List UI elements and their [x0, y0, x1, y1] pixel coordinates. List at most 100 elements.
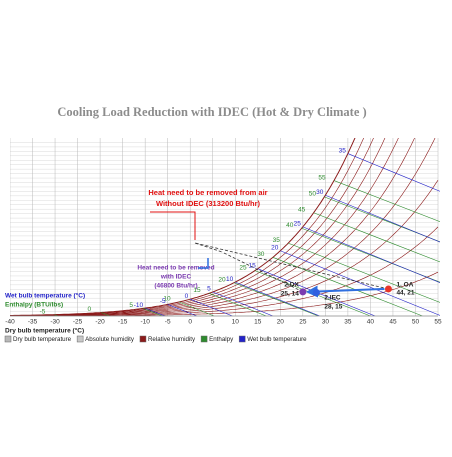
x-tick-label: -40	[5, 319, 15, 326]
legend-label: Absolute humidity	[85, 336, 135, 343]
wet-bulb-label: 25	[294, 221, 302, 228]
enthalpy-label: 20	[218, 276, 226, 283]
point-name: 1. OA	[396, 282, 413, 289]
x-tick-label: 30	[322, 319, 330, 326]
annotation-text: Heat need to be removed from air	[148, 188, 267, 197]
heat-guide	[221, 251, 304, 293]
legend-swatch	[139, 335, 147, 343]
legend-label: Dry bulb temperature	[13, 336, 72, 343]
process-point	[299, 288, 307, 296]
x-tick-label: 5	[211, 319, 215, 326]
x-tick-label: 35	[344, 319, 352, 326]
enthalpy-line	[272, 257, 423, 316]
point-label: 28, 15	[324, 303, 342, 310]
rh-curve	[10, 138, 386, 316]
wet-bulb-line	[212, 291, 274, 316]
x-tick-label: -10	[140, 319, 150, 326]
x-tick-label: 50	[412, 319, 420, 326]
annotation-text: (46800 Btu/hr)	[154, 283, 197, 290]
x-tick-label: -5	[165, 319, 171, 326]
enthalpy-label: 55	[318, 174, 326, 181]
rh-curve	[10, 138, 365, 316]
wet-bulb-line	[325, 194, 440, 243]
wet-bulb-line	[302, 226, 440, 283]
enthalpy-line	[178, 301, 215, 316]
point-name: 2.DX	[284, 282, 299, 289]
enthalpy-line	[233, 282, 319, 316]
enthalpy-label: 30	[257, 251, 265, 258]
enthalpy-label: 35	[273, 237, 281, 244]
x-axis-title: Dry bulb temperature (°C)	[5, 327, 84, 335]
legend-swatch	[200, 335, 208, 343]
x-tick-label: 20	[277, 319, 285, 326]
legend: Dry bulb temperature Absolute humidity Rel…	[4, 335, 307, 343]
wet-bulb-line	[145, 307, 166, 316]
wet-bulb-line	[235, 281, 320, 316]
process-arrow	[305, 285, 385, 298]
enthalpy-line	[208, 293, 267, 316]
wet-bulb-label: 30	[316, 189, 324, 196]
legend-label: Wet bulb temperature	[247, 336, 307, 343]
legend-label: Enthalpy	[209, 336, 234, 343]
wet-bulb-label: -10	[134, 302, 144, 309]
enthalpy-label: 0	[87, 306, 91, 313]
annotation-text: Without IDEC (313200 Btu/hr)	[156, 199, 261, 208]
enthalpy-label: 45	[298, 206, 306, 213]
rh-curve	[10, 138, 356, 316]
x-tick-label: 55	[434, 319, 442, 326]
enthalpy-line	[143, 308, 163, 316]
annotation-text: Heat need to be removed	[137, 265, 214, 272]
wet-bulb-label: 20	[271, 244, 279, 251]
x-tick-label: 45	[389, 319, 397, 326]
x-tick-label: -30	[50, 319, 60, 326]
legend-label: Relative humidity	[148, 336, 196, 343]
x-tick-label: 10	[232, 319, 240, 326]
legend-swatch	[238, 335, 246, 343]
enthalpy-line	[324, 196, 440, 243]
rh-curve	[10, 138, 399, 316]
enthalpy-line	[101, 312, 111, 316]
enthalpy-label: 40	[286, 222, 294, 229]
process-point	[312, 289, 320, 297]
enthalpy-line	[313, 212, 440, 263]
wet-bulb-line	[190, 298, 233, 316]
wet-bulb-label: 15	[249, 262, 257, 269]
enthalpy-line	[288, 242, 440, 303]
x-tick-label: -20	[95, 319, 105, 326]
x-tick-label: 40	[367, 319, 375, 326]
x-tick-label: 25	[299, 319, 307, 326]
wb-axis-label: Wet bulb temperature (°C)	[5, 292, 85, 300]
enthalpy-label: 50	[309, 191, 317, 198]
x-tick-label: -15	[118, 319, 128, 326]
point-name: 2.IEC	[324, 294, 341, 301]
legend-swatch	[76, 335, 84, 343]
rh-curve	[10, 138, 436, 316]
enthalpy-label: 10	[163, 296, 171, 303]
x-tick-label: -25	[73, 319, 83, 326]
wet-bulb-line	[347, 153, 440, 192]
wet-bulb-label: 10	[226, 276, 234, 283]
x-tick-label: -35	[28, 319, 38, 326]
annotation-connector	[198, 258, 209, 269]
x-tick-label: 0	[188, 319, 192, 326]
annotation-connector	[150, 211, 196, 240]
heat-guide	[194, 242, 223, 253]
point-label: 25, 14	[281, 291, 299, 298]
chart-title: Cooling Load Reduction with IDEC (Hot & …	[57, 105, 366, 119]
wet-bulb-label: 35	[339, 147, 347, 154]
enthalpy-label: 25	[239, 264, 247, 271]
x-tick-label: 15	[254, 319, 262, 326]
wet-bulb-label: 0	[185, 293, 189, 300]
annotation-text: with IDEC	[160, 274, 192, 281]
enthalpy-line	[333, 180, 440, 223]
wet-bulb-label: 5	[207, 286, 211, 293]
wet-bulb-line	[280, 250, 440, 316]
legend-swatch	[4, 335, 12, 343]
enthalpy-label: -5	[40, 308, 46, 315]
process-point	[384, 285, 392, 293]
enthalpy-label: 15	[193, 287, 201, 294]
heat-guide	[194, 242, 389, 290]
point-label: 44, 21	[396, 290, 414, 297]
enthalpy-axis-label: Enthalpy (BTU/lbs)	[5, 302, 63, 309]
